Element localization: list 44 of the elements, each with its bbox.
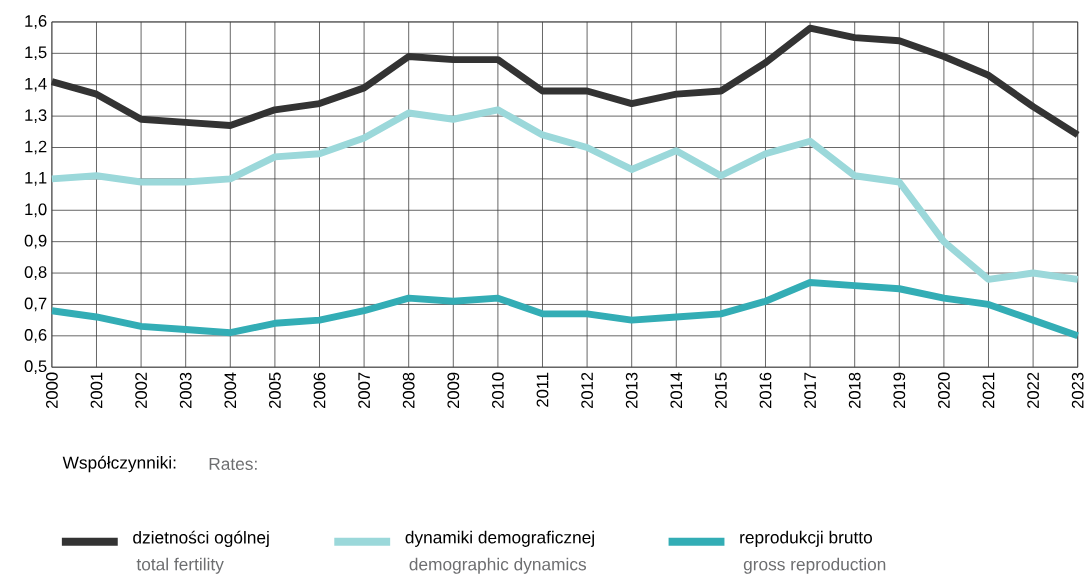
y-tick-label: 0,9	[24, 234, 47, 249]
legend-title: Współczynniki:	[62, 455, 176, 473]
text: total fertility	[136, 557, 224, 574]
y-tick-label: 1,5	[25, 46, 47, 60]
x-tick-label: 2012	[581, 372, 593, 408]
text: demographic dynamics	[409, 557, 587, 574]
x-tick-label: 2022	[1027, 372, 1039, 408]
x-tick-label: 2020	[938, 372, 950, 408]
x-tick-label: 2002	[135, 372, 147, 408]
x-tick-label: 2004	[224, 372, 237, 408]
x-tick-label: 2003	[179, 372, 192, 408]
x-tick-label: 2016	[759, 372, 772, 408]
x-tick-label: 2014	[670, 372, 683, 408]
x-tick-label: 2001	[90, 372, 103, 408]
x-tick-label: 2006	[313, 372, 326, 408]
y-tick-label: 1,3	[25, 109, 47, 123]
x-tick-label: 2010	[492, 372, 504, 408]
x-tick-label: 2011	[536, 372, 549, 407]
x-tick-label: 2007	[358, 372, 370, 408]
y-tick-label: 0,6	[24, 328, 47, 343]
y-tick-label: 0,7	[24, 297, 47, 312]
legend-label: dynamiki demograficznej	[405, 530, 594, 547]
x-tick-label: 2019	[893, 372, 906, 408]
x-tick-label: 2018	[848, 372, 861, 408]
y-tick-label: 1,2	[25, 140, 47, 155]
text: Rates:	[209, 457, 257, 470]
legend-label: dzietności ogólnej	[133, 530, 269, 547]
text: gross reproduction	[743, 557, 886, 574]
y-tick-label: 1,0	[25, 203, 47, 217]
x-tick-label: 2021	[982, 372, 995, 408]
y-tick-label: 0,5	[24, 360, 47, 374]
legend-label: reprodukcji brutto	[740, 530, 872, 547]
x-tick-label: 2005	[269, 372, 281, 408]
x-tick-label: 2017	[804, 372, 816, 408]
y-tick-label: 0,8	[24, 266, 47, 280]
x-tick-label: 2015	[715, 372, 727, 408]
x-tick-label: 2000	[46, 372, 58, 408]
x-tick-label: 2023	[1071, 372, 1084, 408]
y-tick-label: 1,4	[25, 77, 47, 92]
y-tick-label: 1,6	[25, 14, 47, 29]
x-tick-label: 2009	[447, 372, 460, 408]
x-tick-label: 2008	[402, 372, 415, 408]
x-tick-label: 2013	[625, 372, 638, 408]
y-tick-label: 1,1	[25, 171, 47, 186]
